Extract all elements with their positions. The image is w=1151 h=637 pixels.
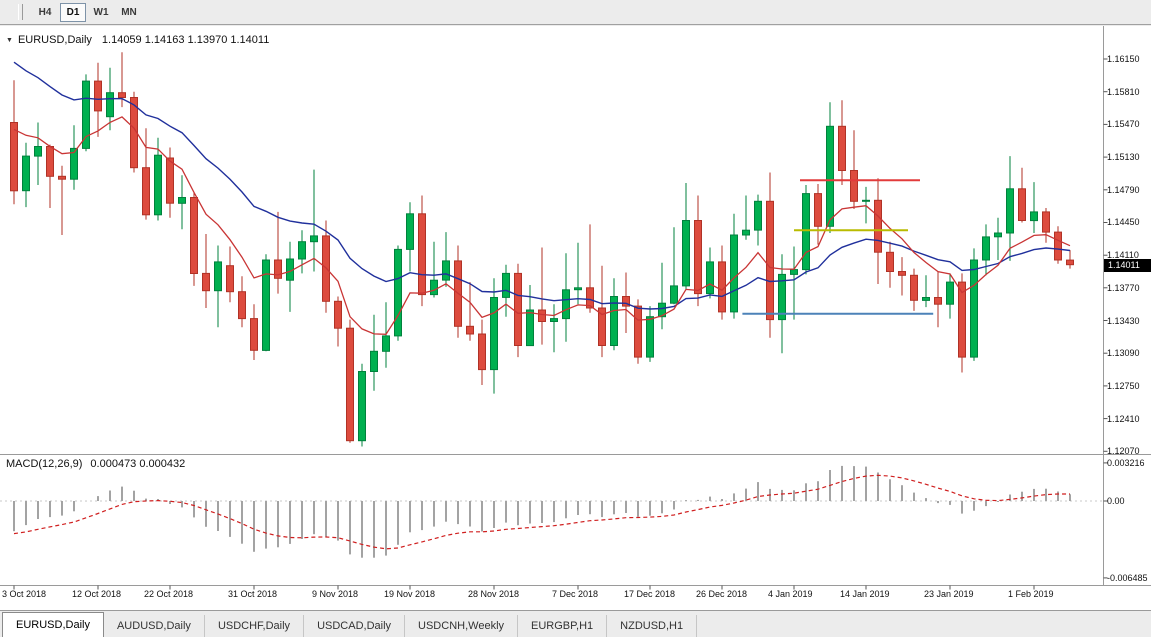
price-axis-label: 1.12750 <box>1107 381 1140 391</box>
macd-header: MACD(12,26,9) 0.000473 0.000432 <box>6 458 193 470</box>
tab-nzdusd-h1[interactable]: NZDUSD,H1 <box>607 615 698 637</box>
macd-axis-label: 0.00 <box>1107 496 1125 506</box>
price-axis-label: 1.13430 <box>1107 316 1140 326</box>
date-axis-label: 31 Oct 2018 <box>228 589 278 599</box>
macd-values: 0.000473 0.000432 <box>90 458 186 470</box>
date-axis-label: 4 Jan 2019 <box>768 589 813 599</box>
chart-header: ▼ EURUSD,Daily 1.14059 1.14163 1.13970 1… <box>6 34 269 46</box>
date-axis-label: 12 Oct 2018 <box>72 589 122 599</box>
chart-window[interactable]: ▼ EURUSD,Daily 1.14059 1.14163 1.13970 1… <box>0 26 1151 610</box>
date-axis-label: 17 Dec 2018 <box>624 589 676 599</box>
date-axis-label: 7 Dec 2018 <box>552 589 599 599</box>
current-price-badge: 1.14011 <box>1104 259 1151 272</box>
panel-divider[interactable] <box>0 451 1103 458</box>
chart-shift-icon: ▼ <box>6 36 13 44</box>
tab-eurusd-daily[interactable]: EURUSD,Daily <box>2 612 104 637</box>
date-axis-label: 14 Jan 2019 <box>840 589 890 599</box>
tab-usdchf-daily[interactable]: USDCHF,Daily <box>205 615 305 637</box>
chart-tabs-bar: EURUSD,Daily AUDUSD,Daily USDCHF,Daily U… <box>0 610 1151 637</box>
date-axis-label: 23 Jan 2019 <box>924 589 974 599</box>
date-axis-label: 9 Nov 2018 <box>312 589 359 599</box>
timeframe-d1-button[interactable]: D1 <box>60 2 86 22</box>
toolbar-grip[interactable] <box>18 4 23 20</box>
price-axis-label: 1.13770 <box>1107 283 1140 293</box>
chart-ohlc-values: 1.14059 1.14163 1.13970 1.14011 <box>101 34 270 46</box>
tab-audusd-daily[interactable]: AUDUSD,Daily <box>104 615 205 637</box>
price-axis-label: 1.15810 <box>1107 87 1140 97</box>
tab-usdcnh-weekly[interactable]: USDCNH,Weekly <box>405 615 519 637</box>
chart-symbol-label: EURUSD,Daily <box>17 34 92 46</box>
timeframe-h4-button[interactable]: H4 <box>32 3 58 22</box>
timeframe-mn-button[interactable]: MN <box>116 3 142 22</box>
timeframe-toolbar: H4 D1 W1 MN <box>0 0 1151 25</box>
tab-eurgbp-h1[interactable]: EURGBP,H1 <box>518 615 608 637</box>
price-axis-label: 1.15130 <box>1107 152 1140 162</box>
price-axis-label: 1.14450 <box>1107 217 1140 227</box>
price-axis-label: 1.13090 <box>1107 348 1140 358</box>
date-axis-label: 28 Nov 2018 <box>468 589 520 599</box>
timeframe-w1-button[interactable]: W1 <box>88 3 114 22</box>
price-axis-label: 1.15470 <box>1107 119 1140 129</box>
date-axis-label: 3 Oct 2018 <box>2 589 47 599</box>
price-axis-label: 1.16150 <box>1107 54 1140 64</box>
chart-canvas[interactable] <box>0 26 1151 610</box>
date-axis-label: 22 Oct 2018 <box>144 589 194 599</box>
macd-axis-label: 0.003216 <box>1107 458 1145 468</box>
date-axis-label: 1 Feb 2019 <box>1008 589 1054 599</box>
tab-usdcad-daily[interactable]: USDCAD,Daily <box>304 615 406 637</box>
macd-axis-label: -0.006485 <box>1107 573 1148 583</box>
price-axis-label: 1.14110 <box>1107 250 1139 260</box>
macd-title: MACD(12,26,9) <box>6 458 83 470</box>
price-axis-label: 1.14790 <box>1107 185 1140 195</box>
price-axis-label: 1.12070 <box>1107 446 1140 456</box>
date-axis-label: 26 Dec 2018 <box>696 589 748 599</box>
date-axis-label: 19 Nov 2018 <box>384 589 436 599</box>
price-axis-label: 1.12410 <box>1107 414 1140 424</box>
